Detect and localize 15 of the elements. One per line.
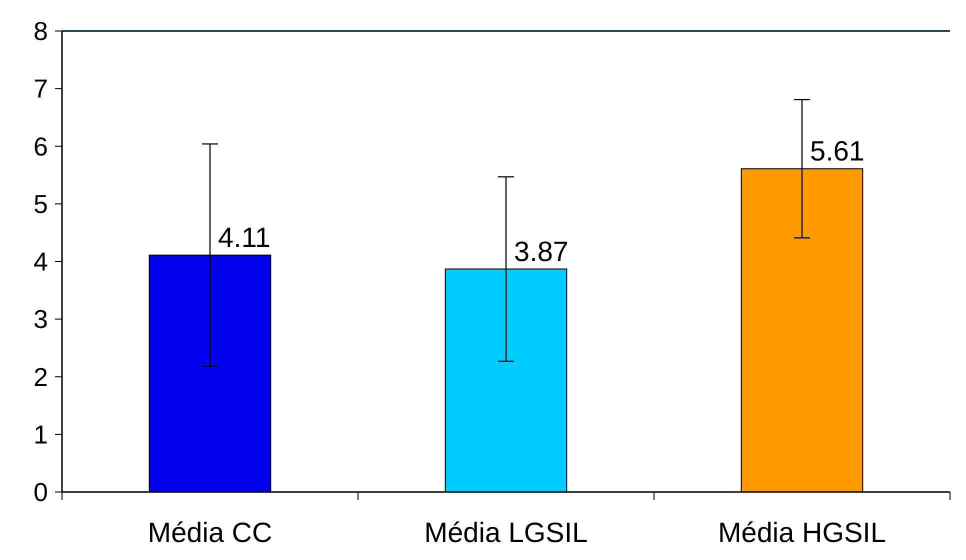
y-tick-label: 2 [34,362,48,392]
y-tick-label: 6 [34,131,48,162]
data-label: 4.11 [218,222,270,254]
y-tick-label: 3 [34,304,48,334]
x-tick-label: Média LGSIL [424,517,588,548]
y-tick-label: 8 [34,16,48,46]
x-tick-label: Média CC [148,517,272,548]
y-tick-label: 4 [34,246,48,277]
data-label: 5.61 [810,136,864,167]
x-tick-label: Média HGSIL [718,517,886,548]
y-tick-label: 0 [34,477,48,508]
data-label: 3.87 [514,236,568,267]
y-tick-label: 7 [34,74,48,104]
y-tick-label: 1 [34,419,48,450]
y-tick-label: 5 [34,188,48,219]
